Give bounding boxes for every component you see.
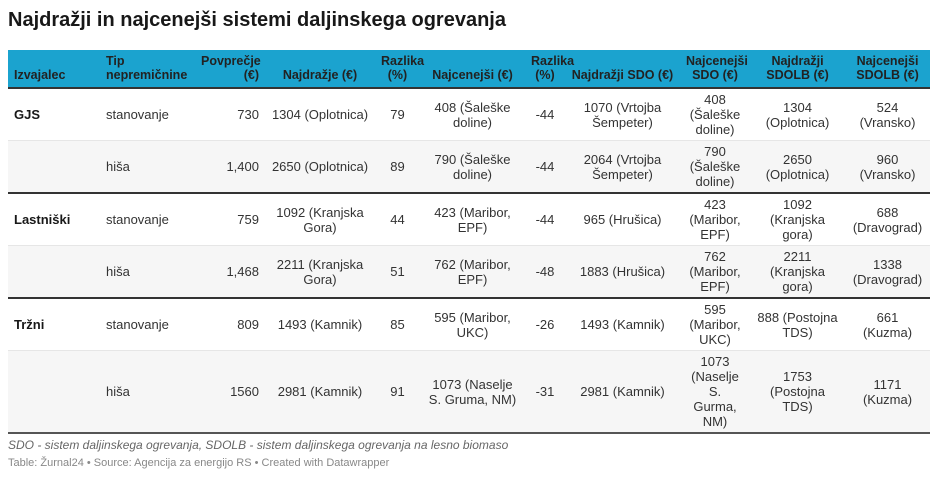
table-cell: 1171 (Kuzma) — [845, 350, 930, 434]
table-cell: 762 (Maribor, EPF) — [680, 245, 750, 299]
table-cell: 79 — [375, 88, 420, 141]
table-footer: Table: Žurnal24 • Source: Agencija za en… — [8, 457, 390, 469]
table-cell: 89 — [375, 140, 420, 194]
column-header[interactable]: Povprečje (€) — [195, 50, 265, 89]
table-cell: 524 (Vransko) — [845, 88, 930, 141]
table-cell: 595 (Maribor, UKC) — [420, 298, 525, 351]
table-cell: 688 (Dravograd) — [845, 193, 930, 246]
table-cell: 408 (Šaleške doline) — [420, 88, 525, 141]
table-cell: 91 — [375, 350, 420, 434]
table-cell: -26 — [525, 298, 565, 351]
table-row: hiša 1,400 2650 (Oplotnica) 89 790 (Šaleške … — [8, 140, 930, 194]
table-cell: 1304 (Oplotnica) — [265, 88, 375, 141]
table-cell: 1338 (Dravograd) — [845, 245, 930, 299]
column-header[interactable]: Razlika (%) — [525, 50, 574, 89]
provider-cell — [8, 140, 100, 194]
table-cell: 1493 (Kamnik) — [565, 298, 680, 351]
table-row: GJS stanovanje 730 1304 (Oplotnica) 79 408 (Š… — [8, 88, 930, 141]
provider-cell: Tržni — [8, 298, 100, 351]
table-cell: 2211 (Kranjska Gora) — [265, 245, 375, 299]
table-cell: 2981 (Kamnik) — [565, 350, 680, 434]
table-cell: 809 — [195, 298, 265, 351]
table-cell: 1073 (Naselje S. Gruma, NM) — [420, 350, 525, 434]
table-cell: 1070 (Vrtojba Šempeter) — [565, 88, 680, 141]
table-cell: 423 (Maribor, EPF) — [420, 193, 525, 246]
table-cell: 790 (Šaleške doline) — [420, 140, 525, 194]
table-cell: 1560 — [195, 350, 265, 434]
table-cell: 51 — [375, 245, 420, 299]
table-cell: 1493 (Kamnik) — [265, 298, 375, 351]
column-header[interactable]: Najdražji SDO (€) — [565, 50, 680, 89]
table-cell: 85 — [375, 298, 420, 351]
table-cell: 2064 (Vrtojba Šempeter) — [565, 140, 680, 194]
table-cell: 1,400 — [195, 140, 265, 194]
heating-systems-table: Izvajalec Tip nepremičnine Povprečje (€) Na… — [8, 50, 930, 434]
column-header[interactable]: Razlika (%) — [375, 50, 424, 89]
table-cell: hiša — [100, 140, 195, 194]
table-cell: 888 (Postojna TDS) — [750, 298, 845, 351]
table-cell: -44 — [525, 88, 565, 141]
column-header[interactable]: Najcenejši SDOLB (€) — [845, 50, 930, 89]
table-row: Lastniški stanovanje 759 1092 (Kranjska Gor… — [8, 193, 930, 246]
provider-cell: Lastniški — [8, 193, 100, 246]
column-header[interactable]: Najcenejši SDO (€) — [680, 50, 750, 89]
table-cell: 759 — [195, 193, 265, 246]
table-cell: 595 (Maribor, UKC) — [680, 298, 750, 351]
provider-cell: GJS — [8, 88, 100, 141]
column-header[interactable]: Najcenejši (€) — [420, 50, 525, 89]
table-cell: stanovanje — [100, 88, 195, 141]
table-cell: 2650 (Oplotnica) — [750, 140, 845, 194]
column-header[interactable]: Najdražji SDOLB (€) — [750, 50, 845, 89]
table-cell: 960 (Vransko) — [845, 140, 930, 194]
table-cell: 2650 (Oplotnica) — [265, 140, 375, 194]
table-title: Najdražji in najcenejši sistemi daljinsk… — [8, 9, 506, 31]
table-cell: -44 — [525, 193, 565, 246]
table-cell: 1092 (Kranjska gora) — [750, 193, 845, 246]
table-cell: 1073 (Naselje S. Gurma, NM) — [680, 350, 750, 434]
table-cell: 762 (Maribor, EPF) — [420, 245, 525, 299]
table-cell: 2211 (Kranjska gora) — [750, 245, 845, 299]
table-cell: 1,468 — [195, 245, 265, 299]
table-cell: -44 — [525, 140, 565, 194]
table-cell: stanovanje — [100, 298, 195, 351]
table-cell: 730 — [195, 88, 265, 141]
table-cell: -31 — [525, 350, 565, 434]
table-row: Tržni stanovanje 809 1493 (Kamnik) 85 595 (Ma… — [8, 298, 930, 351]
table-cell: hiša — [100, 245, 195, 299]
table-cell: 1304 (Oplotnica) — [750, 88, 845, 141]
column-header[interactable]: Najdražje (€) — [265, 50, 375, 89]
table-row: hiša 1560 2981 (Kamnik) 91 1073 (Naselje S. … — [8, 350, 930, 434]
table-cell: 790 (Šaleške doline) — [680, 140, 750, 194]
table-cell: 423 (Maribor, EPF) — [680, 193, 750, 246]
table-cell: 1753 (Postojna TDS) — [750, 350, 845, 434]
table-cell: 1883 (Hrušica) — [565, 245, 680, 299]
table-cell: -48 — [525, 245, 565, 299]
table-cell: hiša — [100, 350, 195, 434]
table-cell: 44 — [375, 193, 420, 246]
provider-cell — [8, 245, 100, 299]
table-cell: 408 (Šaleške doline) — [680, 88, 750, 141]
column-header[interactable]: Izvajalec — [8, 50, 100, 89]
table-cell: stanovanje — [100, 193, 195, 246]
table-cell: 1092 (Kranjska Gora) — [265, 193, 375, 246]
table-row: hiša 1,468 2211 (Kranjska Gora) 51 762 (Mari… — [8, 245, 930, 299]
table-notes: SDO - sistem daljinskega ogrevanja, SDOL… — [8, 438, 509, 452]
table-cell: 965 (Hrušica) — [565, 193, 680, 246]
header-row: Izvajalec Tip nepremičnine Povprečje (€) Na… — [8, 50, 930, 89]
table-cell: 661 (Kuzma) — [845, 298, 930, 351]
provider-cell — [8, 350, 100, 434]
column-header[interactable]: Tip nepremičnine — [100, 50, 195, 89]
table-cell: 2981 (Kamnik) — [265, 350, 375, 434]
